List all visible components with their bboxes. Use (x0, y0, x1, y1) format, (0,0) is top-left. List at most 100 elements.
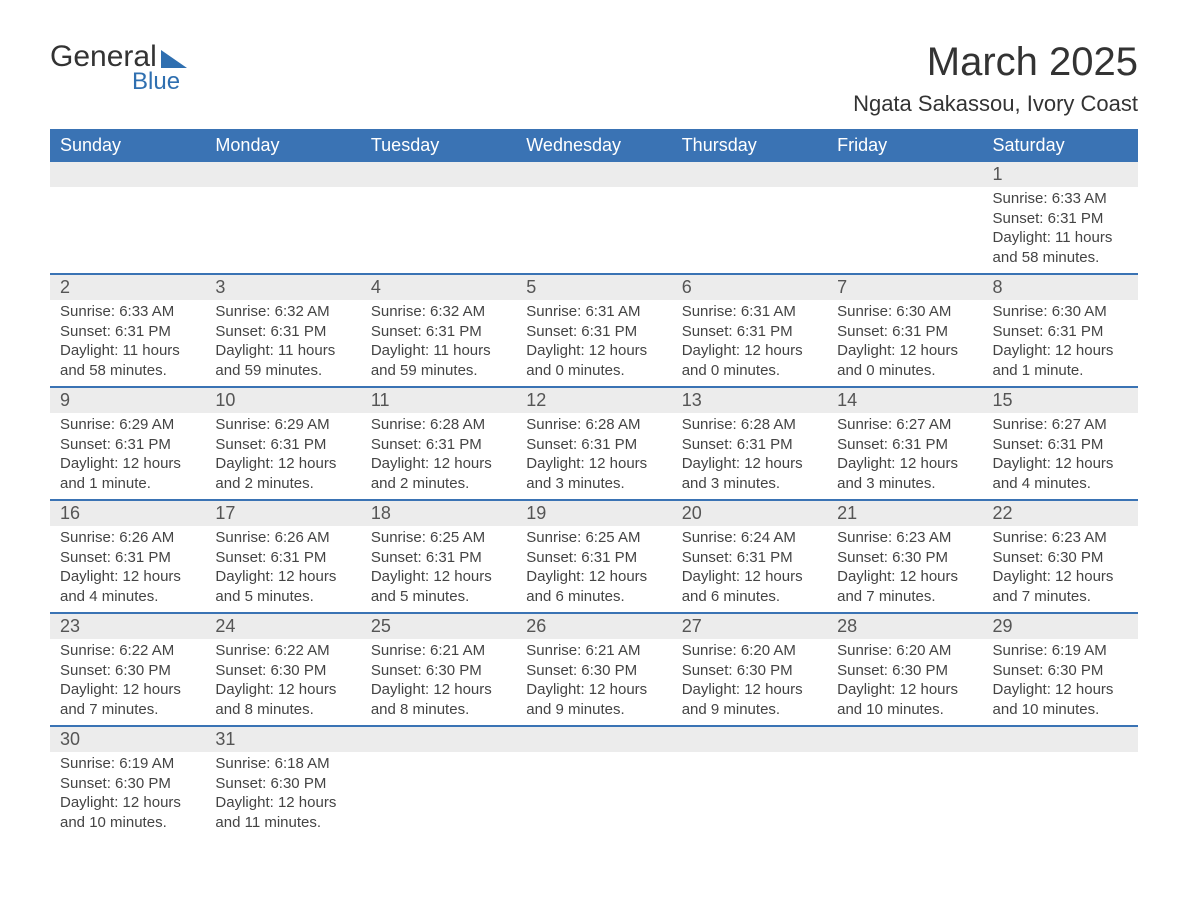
day-cell-data: Sunrise: 6:24 AMSunset: 6:31 PMDaylight:… (672, 526, 827, 613)
day-number: 5 (516, 275, 671, 300)
day-cell-number: 24 (205, 613, 360, 639)
sunset-text: Sunset: 6:30 PM (526, 661, 661, 681)
day-number: 24 (205, 614, 360, 639)
day-cell-data: Sunrise: 6:22 AMSunset: 6:30 PMDaylight:… (50, 639, 205, 726)
day-header: Tuesday (361, 129, 516, 162)
day-cell-data (205, 187, 360, 274)
day-number-empty (205, 162, 360, 187)
day-cell-number: 30 (50, 726, 205, 752)
day-number-empty (672, 162, 827, 187)
day-number-empty (827, 162, 982, 187)
sunset-text: Sunset: 6:31 PM (60, 548, 195, 568)
day-data (516, 187, 671, 273)
day-cell-number: 3 (205, 274, 360, 300)
day-data: Sunrise: 6:24 AMSunset: 6:31 PMDaylight:… (672, 526, 827, 612)
day-data: Sunrise: 6:23 AMSunset: 6:30 PMDaylight:… (827, 526, 982, 612)
daylight-text: Daylight: 12 hours and 7 minutes. (60, 680, 195, 719)
sunrise-text: Sunrise: 6:21 AM (371, 641, 506, 661)
day-cell-data: Sunrise: 6:28 AMSunset: 6:31 PMDaylight:… (516, 413, 671, 500)
day-cell-data: Sunrise: 6:33 AMSunset: 6:31 PMDaylight:… (50, 300, 205, 387)
sunset-text: Sunset: 6:31 PM (837, 435, 972, 455)
sunset-text: Sunset: 6:31 PM (682, 435, 817, 455)
day-cell-number: 7 (827, 274, 982, 300)
day-data: Sunrise: 6:31 AMSunset: 6:31 PMDaylight:… (516, 300, 671, 386)
sunrise-text: Sunrise: 6:26 AM (215, 528, 350, 548)
day-cell-number: 16 (50, 500, 205, 526)
day-number: 1 (983, 162, 1138, 187)
day-data (672, 752, 827, 838)
day-data: Sunrise: 6:22 AMSunset: 6:30 PMDaylight:… (50, 639, 205, 725)
sunset-text: Sunset: 6:30 PM (371, 661, 506, 681)
day-number-empty (827, 727, 982, 752)
sunrise-text: Sunrise: 6:27 AM (837, 415, 972, 435)
day-cell-data: Sunrise: 6:23 AMSunset: 6:30 PMDaylight:… (983, 526, 1138, 613)
day-number: 4 (361, 275, 516, 300)
day-number-empty (361, 162, 516, 187)
day-number: 23 (50, 614, 205, 639)
month-title: March 2025 (853, 40, 1138, 85)
day-cell-number: 25 (361, 613, 516, 639)
day-data: Sunrise: 6:28 AMSunset: 6:31 PMDaylight:… (361, 413, 516, 499)
daylight-text: Daylight: 12 hours and 9 minutes. (682, 680, 817, 719)
day-data: Sunrise: 6:29 AMSunset: 6:31 PMDaylight:… (205, 413, 360, 499)
daylight-text: Daylight: 11 hours and 59 minutes. (371, 341, 506, 380)
day-data: Sunrise: 6:23 AMSunset: 6:30 PMDaylight:… (983, 526, 1138, 612)
sunrise-text: Sunrise: 6:28 AM (682, 415, 817, 435)
sunrise-text: Sunrise: 6:33 AM (60, 302, 195, 322)
day-header: Saturday (983, 129, 1138, 162)
day-number: 18 (361, 501, 516, 526)
day-number: 19 (516, 501, 671, 526)
day-number: 21 (827, 501, 982, 526)
sunset-text: Sunset: 6:31 PM (371, 435, 506, 455)
day-cell-data: Sunrise: 6:32 AMSunset: 6:31 PMDaylight:… (205, 300, 360, 387)
sunset-text: Sunset: 6:31 PM (526, 322, 661, 342)
daylight-text: Daylight: 12 hours and 8 minutes. (215, 680, 350, 719)
day-cell-number: 28 (827, 613, 982, 639)
day-cell-number (516, 726, 671, 752)
day-cell-data: Sunrise: 6:30 AMSunset: 6:31 PMDaylight:… (827, 300, 982, 387)
day-cell-number: 12 (516, 387, 671, 413)
day-cell-data: Sunrise: 6:22 AMSunset: 6:30 PMDaylight:… (205, 639, 360, 726)
day-data (205, 187, 360, 273)
day-number: 28 (827, 614, 982, 639)
sunset-text: Sunset: 6:31 PM (371, 548, 506, 568)
day-data (983, 752, 1138, 838)
sunrise-text: Sunrise: 6:19 AM (60, 754, 195, 774)
day-cell-number: 26 (516, 613, 671, 639)
day-cell-data: Sunrise: 6:20 AMSunset: 6:30 PMDaylight:… (827, 639, 982, 726)
daylight-text: Daylight: 12 hours and 1 minute. (993, 341, 1128, 380)
day-cell-data (672, 187, 827, 274)
sunrise-text: Sunrise: 6:30 AM (837, 302, 972, 322)
day-number: 17 (205, 501, 360, 526)
day-cell-data: Sunrise: 6:31 AMSunset: 6:31 PMDaylight:… (516, 300, 671, 387)
daylight-text: Daylight: 12 hours and 7 minutes. (837, 567, 972, 606)
calendar-thead: Sunday Monday Tuesday Wednesday Thursday… (50, 129, 1138, 162)
day-cell-number: 9 (50, 387, 205, 413)
sunrise-text: Sunrise: 6:29 AM (215, 415, 350, 435)
daylight-text: Daylight: 12 hours and 0 minutes. (837, 341, 972, 380)
daylight-text: Daylight: 12 hours and 10 minutes. (837, 680, 972, 719)
sunrise-text: Sunrise: 6:20 AM (682, 641, 817, 661)
day-data: Sunrise: 6:33 AMSunset: 6:31 PMDaylight:… (50, 300, 205, 386)
day-cell-data (983, 752, 1138, 838)
sunset-text: Sunset: 6:30 PM (993, 661, 1128, 681)
day-data: Sunrise: 6:26 AMSunset: 6:31 PMDaylight:… (205, 526, 360, 612)
daylight-text: Daylight: 12 hours and 6 minutes. (682, 567, 817, 606)
day-data: Sunrise: 6:25 AMSunset: 6:31 PMDaylight:… (361, 526, 516, 612)
day-data: Sunrise: 6:33 AMSunset: 6:31 PMDaylight:… (983, 187, 1138, 273)
day-cell-data: Sunrise: 6:21 AMSunset: 6:30 PMDaylight:… (516, 639, 671, 726)
day-cell-number: 14 (827, 387, 982, 413)
day-number: 22 (983, 501, 1138, 526)
day-cell-data: Sunrise: 6:29 AMSunset: 6:31 PMDaylight:… (205, 413, 360, 500)
day-number-empty (516, 727, 671, 752)
sunset-text: Sunset: 6:31 PM (215, 322, 350, 342)
day-cell-data: Sunrise: 6:18 AMSunset: 6:30 PMDaylight:… (205, 752, 360, 838)
sunset-text: Sunset: 6:30 PM (682, 661, 817, 681)
day-cell-number: 20 (672, 500, 827, 526)
week-daynum-row: 2345678 (50, 274, 1138, 300)
day-number: 15 (983, 388, 1138, 413)
sunrise-text: Sunrise: 6:23 AM (993, 528, 1128, 548)
daylight-text: Daylight: 12 hours and 4 minutes. (993, 454, 1128, 493)
sunrise-text: Sunrise: 6:32 AM (215, 302, 350, 322)
day-number: 31 (205, 727, 360, 752)
